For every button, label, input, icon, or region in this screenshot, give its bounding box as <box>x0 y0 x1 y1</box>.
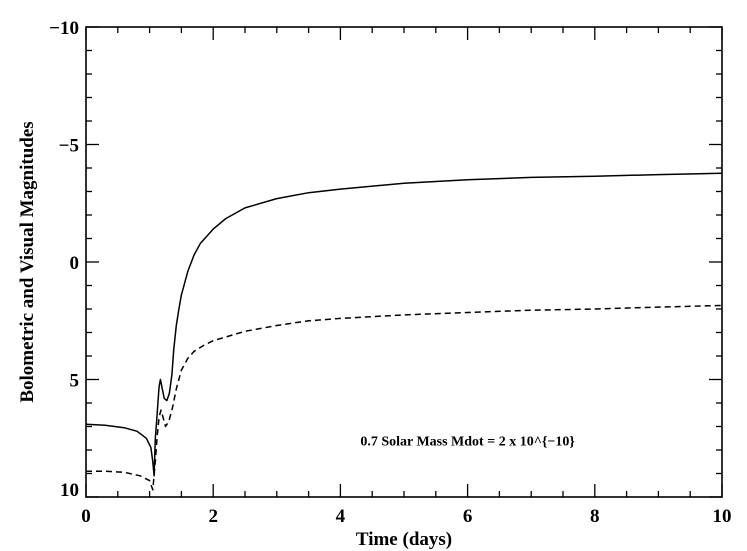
y-tick-label: −5 <box>59 136 79 157</box>
y-axis-title: Bolometric and Visual Magnitudes <box>17 121 38 402</box>
annotation-label: 0.7 Solar Mass Mdot = 2 x 10^{−10} <box>360 434 575 449</box>
y-tick-labels: −10 −5 0 5 10 <box>49 18 79 501</box>
annotations: 0.7 Solar Mass Mdot = 2 x 10^{−10} <box>360 434 575 449</box>
x-tick-label: 0 <box>81 506 91 527</box>
plot-frame <box>85 26 723 498</box>
y-tick-label: 0 <box>70 253 80 274</box>
y-tick-label: 5 <box>70 371 80 392</box>
x-tick-label: 2 <box>208 506 218 527</box>
x-tick-label: 10 <box>713 506 732 527</box>
tick-marks <box>85 26 723 498</box>
x-tick-labels: 0 2 4 6 8 10 <box>81 506 731 527</box>
x-tick-label: 8 <box>590 506 600 527</box>
series-line-solid <box>85 172 723 477</box>
x-tick-label: 4 <box>336 506 346 527</box>
series-line-dashed <box>86 304 723 491</box>
y-tick-label: 10 <box>60 480 79 501</box>
x-axis-title: Time (days) <box>356 529 452 550</box>
plot-area <box>85 26 723 498</box>
x-tick-label: 6 <box>463 506 473 527</box>
series-group <box>85 172 723 491</box>
y-tick-label: −10 <box>49 18 79 39</box>
